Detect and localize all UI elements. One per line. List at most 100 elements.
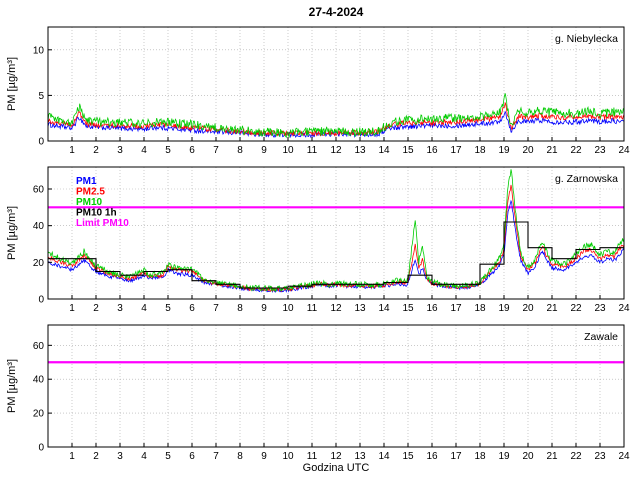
x-tick-label: 14 xyxy=(378,451,390,462)
x-tick-label: 16 xyxy=(426,145,438,156)
x-tick-label: 4 xyxy=(141,451,147,462)
x-tick-label: 21 xyxy=(546,145,558,156)
y-tick-label: 20 xyxy=(33,409,45,420)
y-axis-label-panel3: PM [µg/m³] xyxy=(6,359,18,413)
x-tick-label: 12 xyxy=(330,145,342,156)
x-tick-label: 3 xyxy=(117,303,123,314)
x-tick-label: 16 xyxy=(426,451,438,462)
x-tick-label: 17 xyxy=(450,451,462,462)
x-tick-label: 13 xyxy=(354,451,366,462)
x-tick-label: 14 xyxy=(378,145,390,156)
x-tick-label: 18 xyxy=(474,303,486,314)
x-tick-label: 5 xyxy=(165,451,171,462)
x-tick-label: 21 xyxy=(546,303,558,314)
station-label-zawale: Zawale xyxy=(584,331,618,343)
x-tick-label: 6 xyxy=(189,303,195,314)
x-tick-label: 2 xyxy=(93,303,99,314)
x-tick-label: 9 xyxy=(261,303,267,314)
x-tick-label: 2 xyxy=(93,145,99,156)
x-tick-label: 7 xyxy=(213,303,219,314)
series-pm10-1h-step xyxy=(48,221,624,289)
x-tick-label: 16 xyxy=(426,303,438,314)
x-tick-label: 18 xyxy=(474,451,486,462)
x-tick-label: 19 xyxy=(498,451,510,462)
y-tick-label: 5 xyxy=(38,91,44,102)
x-tick-label: 4 xyxy=(141,303,147,314)
x-tick-label: 12 xyxy=(330,451,342,462)
x-tick-label: 1 xyxy=(69,145,75,156)
panel-2: 1 2 3 4 5 6 7 8 9 10 11 12 13 14 15 16 17 18 19 20 21 22 23 240… xyxy=(33,324,630,462)
legend-item-pm2-5: PM2.5 xyxy=(76,187,105,198)
x-tick-label: 8 xyxy=(237,303,243,314)
y-tick-label: 0 xyxy=(38,137,44,148)
y-tick-label: 40 xyxy=(33,221,45,232)
x-tick-label: 15 xyxy=(402,451,414,462)
x-tick-label: 18 xyxy=(474,145,486,156)
x-tick-label: 9 xyxy=(261,451,267,462)
x-tick-label: 23 xyxy=(594,451,606,462)
x-tick-label: 17 xyxy=(450,303,462,314)
x-tick-label: 7 xyxy=(213,451,219,462)
x-tick-label: 24 xyxy=(618,451,630,462)
x-tick-label: 22 xyxy=(570,451,582,462)
chart-title: 27-4-2024 xyxy=(309,5,364,19)
x-tick-label: 12 xyxy=(330,303,342,314)
x-tick-label: 10 xyxy=(282,145,294,156)
x-tick-label: 14 xyxy=(378,303,390,314)
x-tick-label: 6 xyxy=(189,451,195,462)
x-tick-label: 13 xyxy=(354,145,366,156)
panel-1: 1 2 3 4 5 6 7 8 9 10 11 12 13 14 15 16 17 18 19 20 21 22 23 240… xyxy=(33,166,630,314)
x-tick-label: 17 xyxy=(450,145,462,156)
x-tick-label: 13 xyxy=(354,303,366,314)
x-tick-label: 24 xyxy=(618,145,630,156)
x-tick-label: 20 xyxy=(522,451,534,462)
legend-item-pm10: PM10 xyxy=(76,197,103,208)
x-tick-label: 11 xyxy=(307,451,318,462)
legend-item-pm10-1h: PM10 1h xyxy=(76,208,117,219)
y-tick-label: 40 xyxy=(33,375,45,386)
x-tick-label: 23 xyxy=(594,145,606,156)
y-axis-label-panel2: PM [µg/m³] xyxy=(6,206,18,260)
chart-panels: 1 2 3 4 5 6 7 8 9 10 11 12 13 14 15 16 17 18 19 20 21 22 23 240… xyxy=(33,26,630,462)
x-tick-label: 19 xyxy=(498,303,510,314)
series-pm10 xyxy=(47,169,625,293)
legend-item-limit-pm10: Limit PM10 xyxy=(76,218,129,229)
x-tick-label: 22 xyxy=(570,145,582,156)
x-tick-label: 6 xyxy=(189,145,195,156)
station-label-niebylecka: g. Niebylecka xyxy=(555,33,618,45)
y-tick-label: 20 xyxy=(33,258,45,269)
x-tick-label: 5 xyxy=(165,145,171,156)
x-tick-label: 5 xyxy=(165,303,171,314)
x-tick-label: 10 xyxy=(282,303,294,314)
series-pm2-5 xyxy=(47,102,625,137)
x-tick-label: 21 xyxy=(546,451,558,462)
x-tick-label: 15 xyxy=(402,303,414,314)
x-tick-label: 11 xyxy=(307,145,318,156)
x-tick-label: 11 xyxy=(307,303,318,314)
x-tick-label: 23 xyxy=(594,303,606,314)
x-tick-label: 8 xyxy=(237,145,243,156)
x-tick-label: 22 xyxy=(570,303,582,314)
x-tick-label: 9 xyxy=(261,145,267,156)
x-tick-label: 1 xyxy=(69,451,75,462)
x-tick-label: 1 xyxy=(69,303,75,314)
x-tick-label: 3 xyxy=(117,451,123,462)
y-axis-label-panel1: PM [µg/m³] xyxy=(6,57,18,111)
x-axis-label: Godzina UTC xyxy=(303,462,370,474)
x-tick-label: 4 xyxy=(141,145,147,156)
x-tick-label: 15 xyxy=(402,145,414,156)
x-tick-label: 19 xyxy=(498,145,510,156)
x-tick-label: 20 xyxy=(522,303,534,314)
y-tick-label: 60 xyxy=(33,341,45,352)
x-tick-label: 8 xyxy=(237,451,243,462)
x-tick-label: 3 xyxy=(117,145,123,156)
station-label-zarnowska: g. Zarnowska xyxy=(555,173,618,185)
x-tick-label: 20 xyxy=(522,145,534,156)
panel-0: 1 2 3 4 5 6 7 8 9 10 11 12 13 14 15 16 17 18 19 20 21 22 23 240… xyxy=(33,26,630,156)
x-tick-label: 10 xyxy=(282,451,294,462)
legend-item-pm1: PM1 xyxy=(76,176,97,187)
series-pm10 xyxy=(47,93,624,139)
y-tick-label: 10 xyxy=(33,45,45,56)
